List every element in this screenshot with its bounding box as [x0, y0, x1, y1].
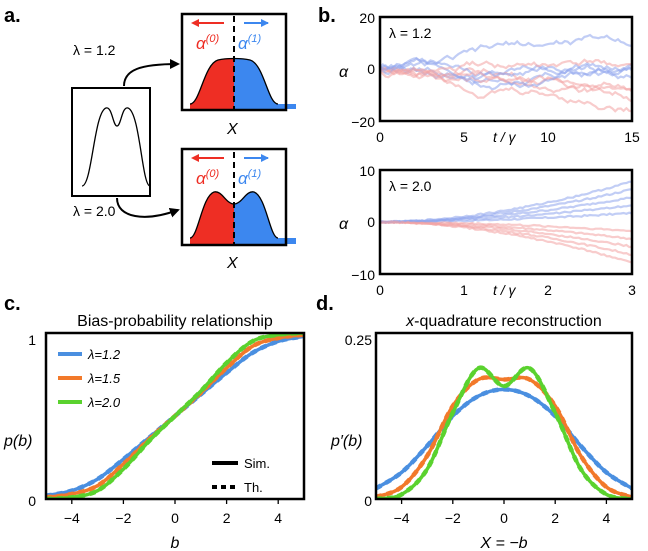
panel-b-top-xtick-15: 15 [624, 129, 640, 145]
panel-b-bottom-ylabel: α [339, 216, 349, 233]
panel-c-title: Bias-probability relationship [77, 313, 273, 330]
panel-d-xtick-label: −2 [445, 510, 461, 526]
panel-b-top-xtick-0: 0 [376, 129, 384, 145]
panel-d-letter: d. [316, 293, 334, 315]
panel-b-top-ytick-0: 0 [367, 61, 375, 77]
panel-d-theory-line-20 [376, 365, 632, 499]
panel-d-ylabel: p′(b) [330, 433, 362, 450]
panel-d-xtick-label: 4 [603, 510, 611, 526]
panel-a-letter: a. [4, 5, 21, 27]
panel-a-alpha1-top: α(1) [238, 33, 261, 53]
panel-a-xlabel-bottom: X [226, 255, 239, 272]
legend-sim-label: Sim. [244, 456, 270, 471]
panel-c-plot-area [46, 333, 304, 499]
panel-c-xtick-label: 0 [171, 510, 179, 526]
panel-d-ytick-0: 0 [364, 493, 372, 509]
panel-c-xtick-label: 4 [274, 510, 282, 526]
panel-b-bottom-xtick-2: 2 [544, 282, 552, 298]
panel-a-source-box [71, 87, 151, 197]
panel-b-bottom-xtick-3: 3 [628, 282, 636, 298]
panel-c-xlabel: b [171, 535, 180, 551]
panel-d-xtick-label: 2 [551, 510, 559, 526]
panel-b-bottom-lambda: λ = 2.0 [389, 178, 432, 194]
panel-b-bottom-xtick-1: 1 [460, 282, 468, 298]
panel-a-alpha1-bottom: α(1) [238, 168, 261, 188]
panel-c-xtick-label: −2 [115, 510, 131, 526]
b2-traj-trajectory [380, 220, 632, 264]
legend-label-1-2: λ=1.2 [87, 347, 121, 362]
panel-b-top-lambda: λ = 1.2 [389, 25, 432, 41]
panel-a-arrow-bottom [116, 197, 180, 218]
panel-b-bottom-ytick-m10: −10 [351, 267, 375, 283]
panel-b-bottom-ytick-0: 0 [367, 214, 375, 230]
panel-c-ytick-0: 0 [28, 493, 36, 509]
panel-c-style-legend: Sim. Th. [212, 456, 270, 495]
panel-b-bottom-xlabel: t / γ [493, 282, 517, 298]
panel-b-top-ytick-m20: −20 [351, 114, 375, 130]
panel-b-bottom-xtick-0: 0 [376, 282, 384, 298]
panel-c-xtick-label: 2 [223, 510, 231, 526]
panel-b-top-axes [378, 15, 634, 123]
panel-c-xticks: −4 −2 0 2 4 [64, 499, 282, 526]
panel-d-xticks: −4 −2 0 2 4 [394, 499, 611, 526]
panel-a-lambda-top: λ = 1.2 [73, 42, 116, 58]
b2-traj-trajectory [380, 188, 632, 224]
panel-a-arrow-top [123, 59, 180, 87]
b1-traj-trajectory [380, 66, 632, 113]
panel-d-xtick-label: −4 [394, 510, 410, 526]
panel-c-xtick-label: −4 [64, 510, 80, 526]
b1-traj-trajectory [380, 56, 632, 91]
panel-a-lambda-bottom: λ = 2.0 [73, 203, 116, 219]
panel-d-sim-line-15 [376, 375, 632, 499]
panel-c-legend: λ=1.2 λ=1.5 λ=2.0 [58, 347, 121, 410]
legend-label-2-0: λ=2.0 [87, 395, 121, 410]
panel-c-sim-line-20 [46, 333, 304, 499]
panel-b-top-xlabel: t / γ [493, 129, 517, 145]
panel-d-xlabel: X = −b [479, 535, 527, 551]
panel-c-letter: c. [4, 293, 21, 315]
panel-a-alpha0-bottom: α(0) [196, 168, 219, 188]
panel-a-bottom-distribution [180, 147, 296, 247]
panel-b-bottom-trajectories [380, 180, 632, 264]
panel-b-letter: b. [318, 5, 336, 27]
b1-traj-trajectory [380, 57, 632, 78]
panel-b-top-ylabel: α [339, 64, 349, 81]
panel-a-top-distribution [180, 12, 296, 112]
panel-b-top-ytick-20: 20 [359, 10, 375, 26]
panel-b-bottom-ytick-10: 10 [359, 163, 375, 179]
b1-traj-trajectory [380, 66, 632, 92]
panel-c-theory-line-20 [46, 333, 304, 499]
panel-a-xlabel-top: X [226, 121, 239, 138]
legend-label-1-5: λ=1.5 [87, 371, 121, 386]
legend-th-label: Th. [244, 480, 263, 495]
panel-d-theory-line-15 [376, 375, 632, 499]
panel-d-xtick-label: 0 [500, 510, 508, 526]
panel-b-top-xtick-10: 10 [540, 129, 556, 145]
panel-b-top-xtick-5: 5 [460, 129, 468, 145]
panel-d-ytick-025: 0.25 [345, 332, 372, 348]
panel-d-theory-line-12 [376, 387, 632, 491]
panel-c-ylabel: p(b) [3, 433, 32, 450]
b1-traj-trajectory [380, 58, 632, 79]
panel-d-title: x-quadrature reconstruction [405, 313, 602, 330]
panel-d-plot-area [376, 365, 632, 499]
panel-c-ytick-1: 1 [28, 332, 36, 348]
b1-traj-trajectory [380, 33, 632, 76]
panel-b-top-trajectories [380, 33, 632, 113]
panel-b-bottom-axes [378, 168, 634, 276]
panel-a-alpha0-top: α(0) [196, 33, 219, 53]
